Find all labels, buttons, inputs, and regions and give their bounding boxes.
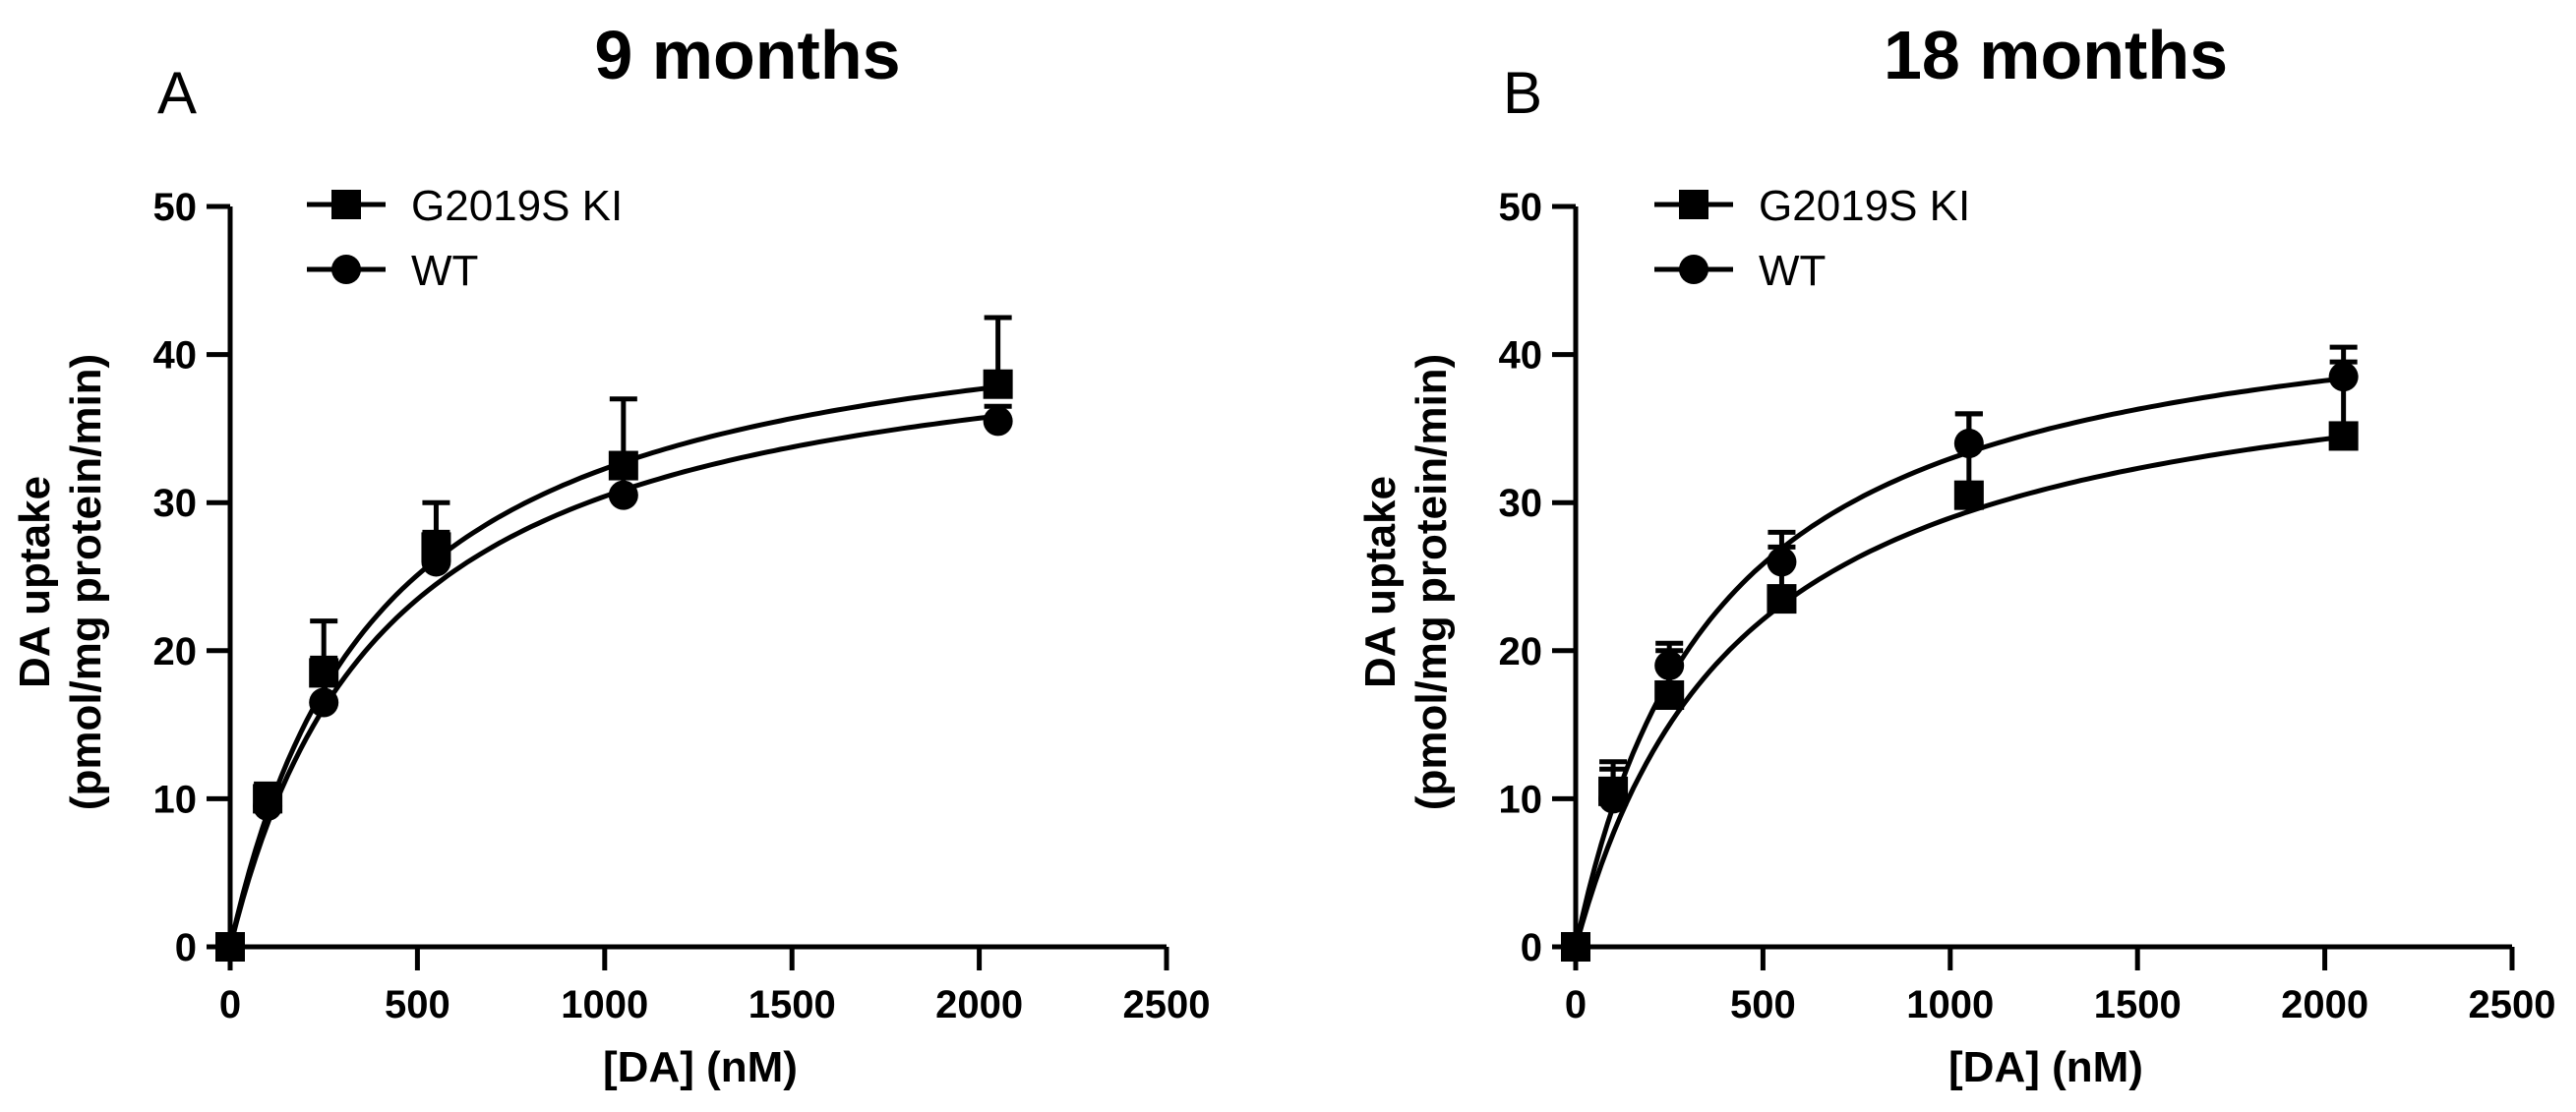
legend-circle-marker-b bbox=[1679, 255, 1708, 284]
panel-letter-a: A bbox=[157, 60, 197, 126]
axes-a bbox=[227, 206, 1167, 950]
y-axis-title-line1-b: DA uptake bbox=[1356, 476, 1405, 688]
data-point-wt-b bbox=[2328, 362, 2359, 392]
data-point-wt-b bbox=[1654, 650, 1685, 680]
x-tick-label-b: 1000 bbox=[1906, 983, 1994, 1026]
data-point-wt-a bbox=[421, 547, 451, 577]
x-ticks-a: 0 500 1000 1500 2000 2500 bbox=[219, 947, 1211, 1026]
axes-b bbox=[1573, 206, 2512, 950]
data-point-wt-a bbox=[608, 480, 638, 510]
data-point-wt-a bbox=[309, 687, 339, 718]
x-tick-label-a: 2000 bbox=[935, 983, 1023, 1026]
data-point-wt-a bbox=[253, 790, 283, 821]
y-ticks-b: 0 10 20 30 40 50 bbox=[1499, 186, 1576, 969]
y-axis-title-line1-a: DA uptake bbox=[11, 476, 59, 688]
x-ticks-b: 0 500 1000 1500 2000 2500 bbox=[1565, 947, 2556, 1026]
chart-title-a: 9 months bbox=[594, 17, 900, 93]
x-tick-label-a: 500 bbox=[385, 983, 450, 1026]
y-axis-title-line2-b: (pmol/mg protein/min) bbox=[1408, 354, 1456, 810]
y-tick-label-a: 20 bbox=[153, 630, 198, 673]
panel-b: B 18 months DA uptake (pmol/mg protein/m… bbox=[1356, 17, 2555, 1091]
fit-curve-wt-b bbox=[1573, 376, 2344, 948]
y-tick-label-b: 30 bbox=[1499, 482, 1543, 525]
data-point-wt-b bbox=[1767, 547, 1797, 577]
x-tick-label-b: 500 bbox=[1730, 983, 1796, 1026]
x-tick-label-a: 1500 bbox=[749, 983, 836, 1026]
x-tick-label-b: 2000 bbox=[2281, 983, 2368, 1026]
data-point-g2019s-a bbox=[983, 369, 1013, 399]
y-tick-label-a: 30 bbox=[153, 482, 198, 525]
y-tick-label-b: 10 bbox=[1499, 778, 1543, 821]
plot-area-b bbox=[1561, 344, 2359, 962]
plot-area-a bbox=[215, 315, 1013, 962]
panel-letter-b: B bbox=[1503, 60, 1542, 126]
y-tick-label-a: 40 bbox=[153, 334, 198, 378]
y-tick-label-b: 0 bbox=[1521, 926, 1542, 969]
y-tick-label-a: 50 bbox=[153, 186, 198, 229]
chart-title-b: 18 months bbox=[1884, 17, 2228, 93]
fit-curve-g2019s-b bbox=[1573, 434, 2344, 948]
y-tick-label-b: 50 bbox=[1499, 186, 1543, 229]
legend-square-marker-a bbox=[331, 190, 361, 219]
legend-circle-marker-a bbox=[331, 255, 361, 284]
x-tick-label-a: 2500 bbox=[1123, 983, 1211, 1026]
data-point-wt-b bbox=[1953, 428, 1984, 458]
x-tick-label-b: 1500 bbox=[2094, 983, 2182, 1026]
legend-label-g2019s-a: G2019S KI bbox=[411, 182, 623, 230]
y-ticks-a: 0 10 20 30 40 50 bbox=[153, 186, 230, 969]
data-point-wt-b bbox=[1598, 784, 1629, 814]
x-axis-title-b: [DA] (nM) bbox=[1948, 1043, 2143, 1091]
legend-a: G2019S KI WT bbox=[307, 182, 623, 295]
data-point-g2019s-b bbox=[1953, 480, 1984, 510]
data-point-g2019s-b bbox=[2328, 421, 2359, 451]
x-tick-label-b: 2500 bbox=[2469, 983, 2556, 1026]
legend-label-wt-b: WT bbox=[1759, 247, 1826, 295]
x-axis-title-a: [DA] (nM) bbox=[603, 1043, 798, 1091]
data-point-wt-a bbox=[983, 406, 1013, 437]
legend-b: G2019S KI WT bbox=[1654, 182, 1970, 295]
x-tick-label-a: 0 bbox=[219, 983, 241, 1026]
y-tick-label-a: 0 bbox=[175, 926, 197, 969]
y-tick-label-a: 10 bbox=[153, 778, 198, 821]
y-tick-label-b: 20 bbox=[1499, 630, 1543, 673]
legend-label-g2019s-b: G2019S KI bbox=[1759, 182, 1970, 230]
panel-a: A 9 months DA uptake (pmol/mg protein/mi… bbox=[11, 17, 1210, 1091]
x-tick-label-a: 1000 bbox=[561, 983, 648, 1026]
y-tick-label-b: 40 bbox=[1499, 334, 1543, 378]
legend-label-wt-a: WT bbox=[411, 247, 478, 295]
data-point-g2019s-b bbox=[1767, 584, 1797, 615]
y-axis-title-line2-a: (pmol/mg protein/min) bbox=[62, 354, 110, 810]
legend-square-marker-b bbox=[1679, 190, 1708, 219]
x-tick-label-b: 0 bbox=[1565, 983, 1587, 1026]
